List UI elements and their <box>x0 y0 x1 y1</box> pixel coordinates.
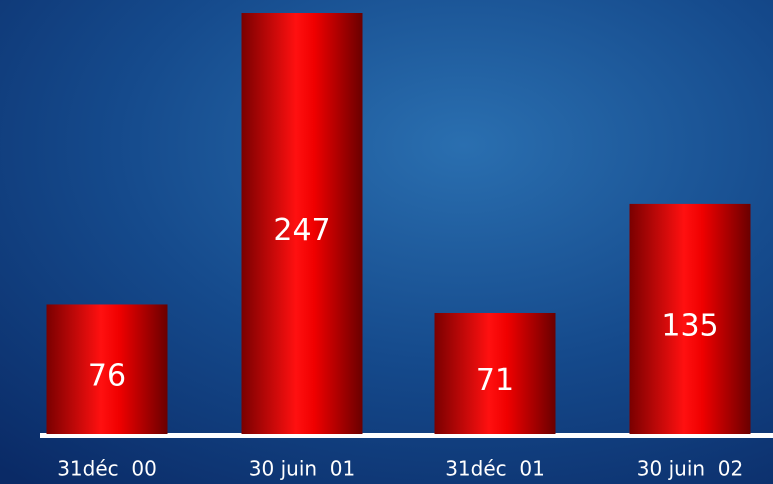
x-tick-label: 31déc 00 <box>57 457 157 481</box>
x-tick-label: 30 juin 02 <box>637 457 743 481</box>
x-tick-label: 31déc 01 <box>445 457 545 481</box>
value-label: 247 <box>273 213 330 248</box>
bar <box>241 13 363 434</box>
baseline <box>40 433 773 438</box>
value-label: 71 <box>476 363 514 398</box>
value-label: 135 <box>661 308 718 343</box>
bar <box>46 304 168 434</box>
value-label: 76 <box>88 359 126 394</box>
bar <box>629 203 751 434</box>
x-tick-label: 30 juin 01 <box>249 457 355 481</box>
bar <box>434 312 556 434</box>
